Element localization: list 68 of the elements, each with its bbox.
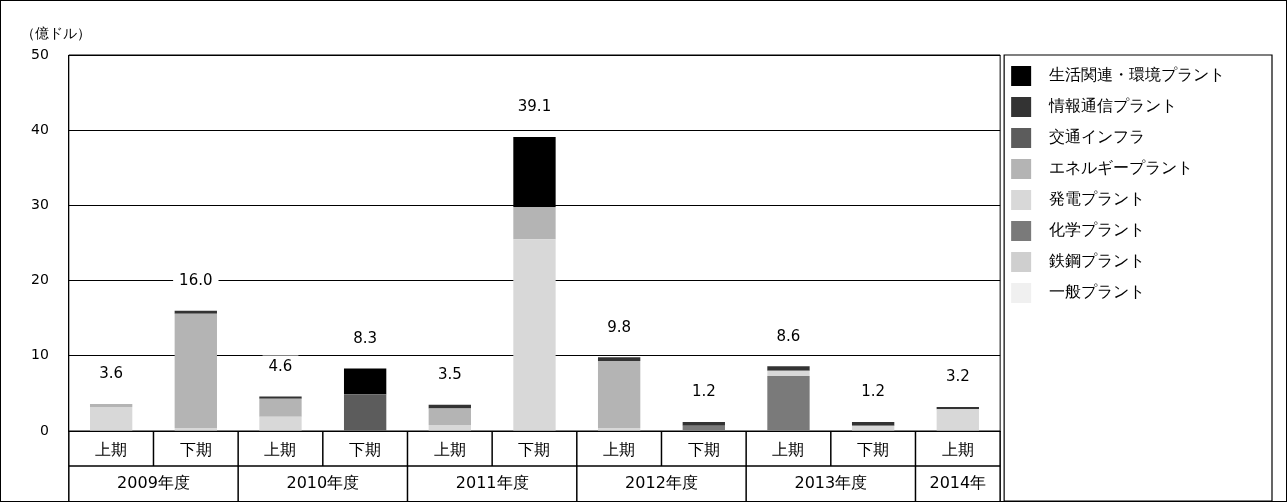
text: 2013年度 bbox=[794, 472, 868, 492]
text: 2012年度 bbox=[625, 472, 698, 492]
legend-label: 交通インフラ bbox=[1039, 127, 1186, 147]
x-tick-label: 上期 bbox=[95, 439, 128, 459]
total-label: 1.2 bbox=[861, 382, 886, 401]
bar bbox=[767, 366, 810, 371]
x-tick-label: 下期 bbox=[518, 439, 551, 459]
text: 2009年度 bbox=[117, 472, 190, 492]
bar bbox=[851, 421, 895, 426]
y-axis-title: （億ドル） bbox=[21, 24, 91, 41]
x-tick-label: 上期 bbox=[433, 439, 466, 459]
total-label: 39.1 bbox=[517, 97, 552, 116]
bar bbox=[682, 425, 725, 431]
bar bbox=[513, 206, 556, 240]
legend-label: 一般プラント bbox=[1039, 282, 1186, 302]
y-tick-label: 30 bbox=[30, 196, 49, 213]
y-tick-label: 0 bbox=[39, 421, 49, 438]
bar bbox=[767, 370, 810, 377]
y-tick-label: 50 bbox=[30, 45, 49, 62]
total-label: 3.2 bbox=[945, 367, 970, 386]
bar bbox=[259, 398, 302, 417]
bar bbox=[343, 394, 387, 431]
y-tick-label: 10 bbox=[30, 346, 49, 363]
bar bbox=[174, 310, 217, 314]
x-tick-label: 下期 bbox=[179, 439, 212, 459]
legend-label: 発電プラント bbox=[1039, 189, 1186, 209]
bar bbox=[597, 357, 641, 362]
x-tick-label: 下期 bbox=[687, 439, 720, 459]
total-label: 8.6 bbox=[776, 326, 801, 345]
bar bbox=[851, 425, 895, 431]
total-label: 8.3 bbox=[353, 328, 378, 347]
bar bbox=[513, 239, 556, 431]
x-tick-label: 上期 bbox=[941, 439, 974, 459]
bar bbox=[259, 396, 302, 399]
total-label: 16.0 bbox=[179, 271, 213, 290]
legend-label: 化学プラント bbox=[1039, 220, 1186, 240]
x-tick-label: 上期 bbox=[603, 439, 636, 459]
text: 2011年度 bbox=[455, 472, 529, 492]
bar bbox=[174, 313, 217, 428]
bar bbox=[428, 424, 471, 431]
x-tick-label: 上期 bbox=[772, 439, 805, 459]
x-tick-label: 上期 bbox=[264, 439, 297, 459]
y-tick-label: 20 bbox=[30, 271, 49, 288]
bar bbox=[597, 361, 641, 428]
x-tick-label: 下期 bbox=[349, 439, 382, 459]
bar bbox=[89, 406, 133, 431]
bar bbox=[428, 408, 471, 425]
legend-label: 鉄鋼プラント bbox=[1039, 251, 1186, 271]
y-tick-label: 40 bbox=[30, 120, 49, 137]
bar bbox=[343, 368, 387, 395]
x-tick-label: 下期 bbox=[857, 439, 890, 459]
total-label: 3.5 bbox=[437, 365, 462, 384]
total-label: 3.6 bbox=[99, 364, 124, 383]
bar bbox=[174, 427, 217, 431]
bar bbox=[767, 376, 810, 431]
legend-label: 生活関連・環境プラント bbox=[1039, 65, 1266, 85]
bar bbox=[682, 421, 725, 426]
total-label: 4.6 bbox=[268, 356, 293, 375]
bar bbox=[89, 403, 133, 407]
bar bbox=[597, 427, 641, 431]
total-label: 9.8 bbox=[607, 317, 632, 336]
text: 2014年 bbox=[929, 472, 987, 492]
total-label: 1.2 bbox=[691, 382, 716, 401]
legend-label: エネルギープラント bbox=[1039, 158, 1234, 178]
bar bbox=[936, 409, 979, 431]
text: 2010年度 bbox=[286, 472, 360, 492]
bar bbox=[259, 416, 302, 431]
legend-label: 情報通信プラント bbox=[1039, 96, 1218, 116]
